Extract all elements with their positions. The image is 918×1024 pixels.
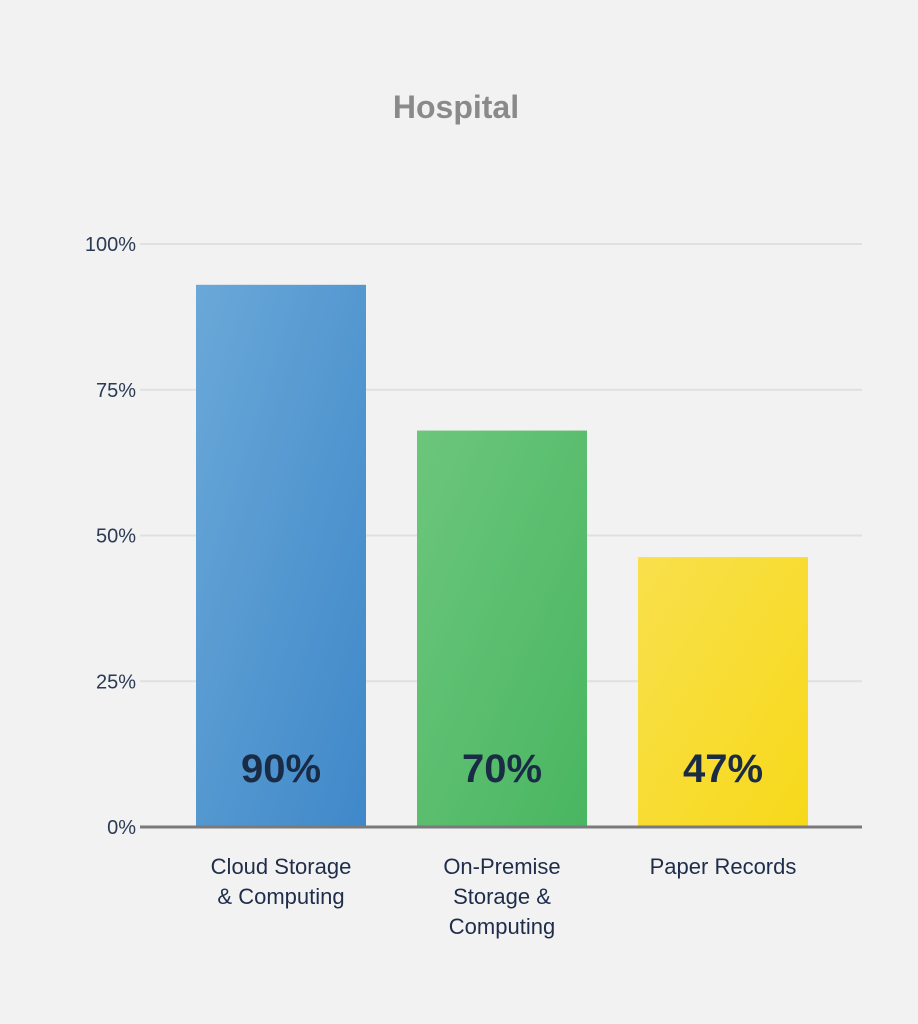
y-tick-label: 100% bbox=[85, 234, 136, 256]
y-tick-label: 75% bbox=[96, 380, 136, 402]
x-tick-label: On-Premise bbox=[443, 854, 560, 879]
x-tick-label: & Computing bbox=[217, 884, 344, 909]
bar-2 bbox=[417, 430, 587, 827]
bar-1 bbox=[196, 284, 366, 827]
x-tick-label: Paper Records bbox=[650, 854, 797, 879]
x-tick-label: Computing bbox=[449, 914, 555, 939]
x-tick-label: Storage & bbox=[453, 884, 551, 909]
y-tick-label: 25% bbox=[96, 671, 136, 693]
x-tick-label: Cloud Storage bbox=[211, 854, 352, 879]
y-axis-ticks: 0% 25% 50% 75% 100% bbox=[85, 234, 136, 839]
bar-value-label: 47% bbox=[683, 747, 763, 791]
bars-layer: 90% 70% 47% bbox=[196, 284, 808, 827]
y-tick-label: 0% bbox=[107, 817, 136, 839]
x-axis-ticks: Cloud Storage & Computing On-Premise Storag… bbox=[211, 854, 797, 939]
bar-value-label: 90% bbox=[241, 747, 321, 791]
chart-title: Hospital bbox=[393, 89, 519, 125]
y-tick-label: 50% bbox=[96, 526, 136, 548]
bar-3 bbox=[638, 557, 808, 827]
bar-value-label: 70% bbox=[462, 747, 542, 791]
